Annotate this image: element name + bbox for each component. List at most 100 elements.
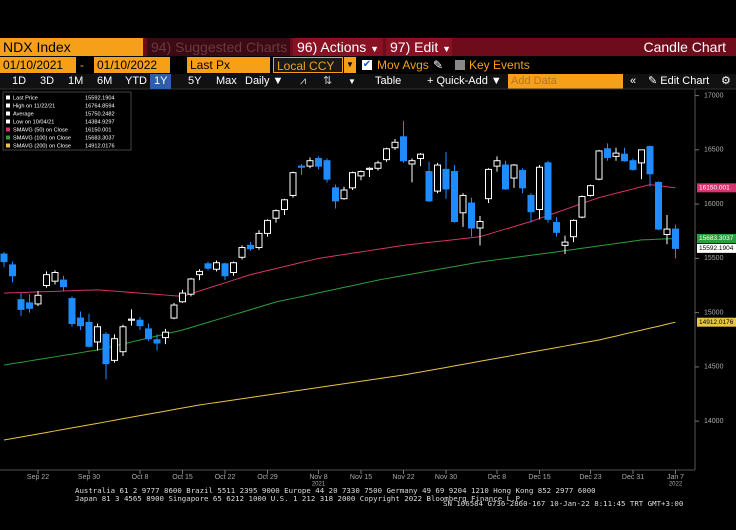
price-tag xyxy=(697,233,736,243)
candle-body xyxy=(391,141,399,149)
icon[interactable]: ⇅ xyxy=(323,75,333,87)
legend-value: 16764.8594 xyxy=(85,103,115,109)
settings-icon[interactable]: ⚙ xyxy=(721,75,731,87)
candle-body xyxy=(442,168,450,190)
add-data-input[interactable]: Add Data xyxy=(508,74,623,89)
checkbox[interactable]: ✔ xyxy=(362,59,372,70)
quick-add[interactable]: + Quick-Add ▼ xyxy=(427,75,502,87)
period-button[interactable]: Max xyxy=(216,75,237,87)
price-tag-label: 15592.1904 xyxy=(699,245,734,252)
x-tick-label: Dec 23 xyxy=(579,474,601,481)
label: Daily xyxy=(245,75,270,87)
arrow: ▼ xyxy=(442,44,452,54)
price-tag-label: 16150.001 xyxy=(699,185,730,192)
price-tag-label: 14912.0176 xyxy=(699,319,734,326)
candle-body xyxy=(459,194,467,214)
candle-body xyxy=(349,172,356,189)
checkbox[interactable] xyxy=(455,60,465,70)
candle-body xyxy=(77,317,84,327)
y-tick-label: 14500 xyxy=(704,364,724,371)
candle-body xyxy=(272,210,280,219)
legend-swatch xyxy=(6,95,10,100)
y-tick-label: 16000 xyxy=(704,201,724,208)
actions-menu[interactable]: 96) Actions ▼ xyxy=(293,38,383,56)
candle-body xyxy=(527,194,535,213)
label: Quick-Add xyxy=(436,75,488,87)
candle-body xyxy=(340,189,348,200)
x-tick-label: Nov 15 xyxy=(350,474,372,481)
pencil-icon[interactable]: ✎ xyxy=(433,58,444,72)
end-date[interactable]: 01/10/2022 xyxy=(94,57,170,73)
candle-body xyxy=(536,166,543,211)
candle-body xyxy=(34,294,42,305)
period-button[interactable]: 3D xyxy=(40,75,55,87)
period-button[interactable]: 1D xyxy=(12,75,27,87)
candle-body xyxy=(298,165,305,168)
candle-body xyxy=(196,270,203,276)
price-tag-label: 15683.3037 xyxy=(699,235,734,242)
security-box[interactable]: NDX Index xyxy=(0,38,143,56)
currency-select[interactable]: Local CCY xyxy=(273,57,343,73)
candle-body xyxy=(230,262,237,273)
legend-swatch xyxy=(6,127,10,132)
candle-body xyxy=(26,302,33,309)
table-button[interactable]: Table xyxy=(375,75,402,87)
y-tick-label: 15000 xyxy=(704,309,724,316)
mov-avgs[interactable]: Mov Avgs xyxy=(377,58,429,72)
x-tick-label: Nov 8 xyxy=(309,474,327,481)
start-date[interactable]: 01/10/2021 xyxy=(0,57,76,73)
candle-body xyxy=(289,172,297,196)
edit-chart[interactable]: ✎ Edit Chart xyxy=(648,75,710,87)
period-button[interactable]: 6M xyxy=(97,75,113,87)
dropdown[interactable]: ▼ xyxy=(348,77,356,86)
dropdown[interactable]: ▼ xyxy=(344,57,356,73)
key-events[interactable]: Key Events xyxy=(469,58,530,72)
candle-body xyxy=(621,153,628,162)
candle-body xyxy=(612,152,620,157)
period-button[interactable]: 1M xyxy=(68,75,84,87)
candle-body xyxy=(187,278,195,295)
candle-body xyxy=(544,162,552,220)
candle-body xyxy=(323,160,331,180)
edit-menu[interactable]: 97) Edit ▼ xyxy=(386,38,452,56)
candle-body xyxy=(102,333,110,365)
candle-body xyxy=(94,326,101,343)
candle-body xyxy=(51,271,59,282)
candle-body xyxy=(68,298,76,324)
footer-line: Japan 81 3 4565 8900 Singapore 65 6212 1… xyxy=(75,494,525,503)
period-button[interactable]: 1Y xyxy=(150,74,172,89)
x-tick-label: Oct 15 xyxy=(172,474,193,481)
y-tick-label: 17000 xyxy=(704,92,724,99)
y-tick-label: 16500 xyxy=(704,147,724,154)
footer-line: Australia 61 2 9777 8600 Brazil 5511 239… xyxy=(75,486,596,495)
collapse[interactable]: « xyxy=(630,75,637,87)
suggested-charts[interactable]: 94) Suggested Charts xyxy=(147,38,290,56)
candle-body xyxy=(17,299,25,310)
candle-body xyxy=(570,219,577,238)
legend-swatch xyxy=(6,119,10,124)
period-button[interactable]: 5Y xyxy=(188,75,202,87)
legend-value: 14384.9297 xyxy=(85,119,115,125)
candle-body xyxy=(425,171,433,202)
candle-body xyxy=(255,232,263,249)
x-tick-label: Jan 7 xyxy=(667,474,684,481)
period-button[interactable]: YTD xyxy=(125,75,147,87)
legend-value: 16150.001 xyxy=(85,127,111,133)
frequency[interactable]: Daily ▼ xyxy=(245,75,284,87)
candle-body xyxy=(247,244,254,250)
icon[interactable]: ⩘ xyxy=(300,75,307,87)
candle-body xyxy=(119,326,127,353)
x-tick-label: Oct 29 xyxy=(257,474,278,481)
candle-body xyxy=(264,219,271,234)
x-tick-label: Oct 8 xyxy=(132,474,149,481)
candle-body xyxy=(383,148,390,161)
moving-average xyxy=(3,184,676,297)
field-select[interactable]: Last Px xyxy=(187,57,270,73)
legend-name: Last Price xyxy=(13,95,38,101)
candle-body xyxy=(281,199,288,211)
legend-name: SMAVG (200) on Close xyxy=(13,143,71,149)
label: 97) Edit xyxy=(390,39,439,55)
candle-body xyxy=(434,164,441,192)
y-tick-label: 14000 xyxy=(704,418,724,425)
